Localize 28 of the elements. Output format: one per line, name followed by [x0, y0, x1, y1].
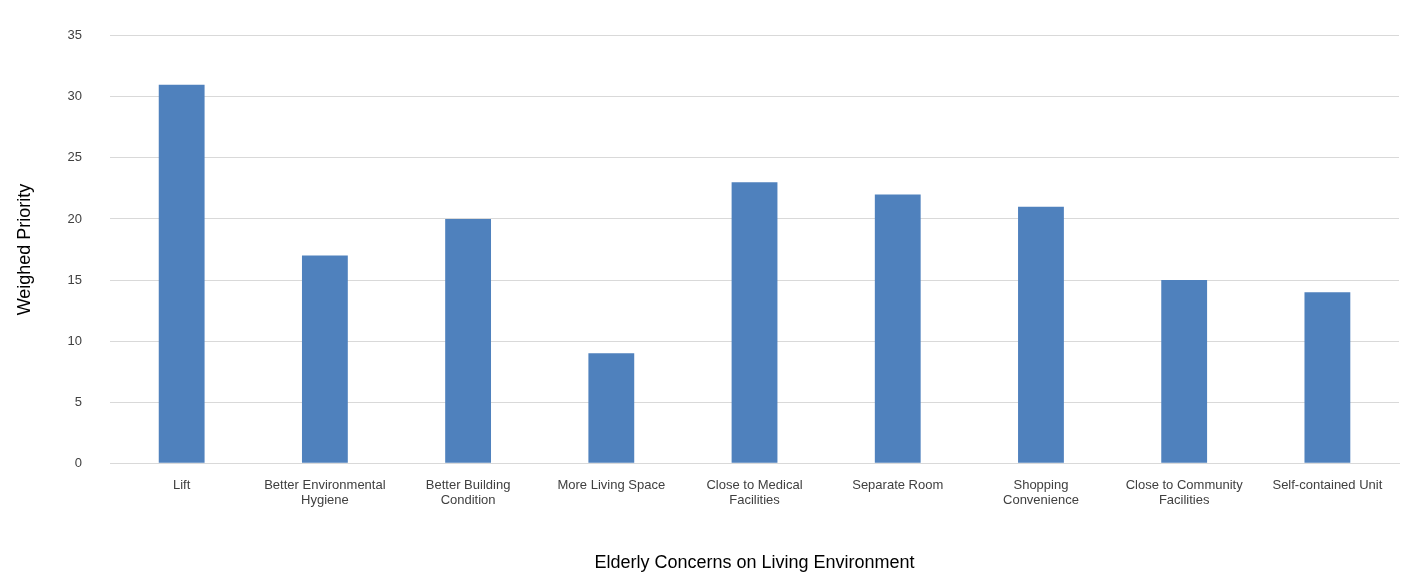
x-axis-title: Elderly Concerns on Living Environment [594, 552, 915, 573]
y-tick-label: 35 [67, 27, 83, 43]
y-tick-label: 15 [67, 271, 83, 287]
x-tick-label: Self-contained Unit [1272, 476, 1383, 492]
bar [445, 218, 492, 463]
x-tick-label: Close to Medical Facilities [706, 476, 803, 508]
bar [588, 353, 635, 463]
bar [1161, 280, 1208, 463]
x-tick-label: Lift [173, 476, 191, 492]
bar [1018, 206, 1064, 463]
y-axis-title: Weighed Priority [13, 183, 34, 316]
y-tick-label: 0 [74, 454, 83, 470]
x-tick-label: Close to Community Facilities [1125, 476, 1244, 508]
x-tick-label: Better Building Condition [425, 476, 511, 508]
x-tick-label: More Living Space [557, 476, 666, 492]
y-tick-label: 25 [67, 149, 83, 165]
y-tick-label: 5 [74, 393, 83, 409]
x-tick-label: Separate Room [852, 476, 944, 492]
y-tick-label: 30 [67, 88, 83, 104]
bar [874, 194, 921, 463]
y-tick-label: 20 [67, 210, 83, 226]
y-tick-label: 10 [67, 332, 83, 348]
bar [301, 255, 348, 463]
x-tick-label: Shopping Convenience [1003, 476, 1079, 508]
bar [1304, 292, 1351, 463]
x-tick-label: Better Environmental Hygiene [264, 476, 386, 508]
bar [731, 182, 778, 463]
bar [158, 84, 205, 463]
